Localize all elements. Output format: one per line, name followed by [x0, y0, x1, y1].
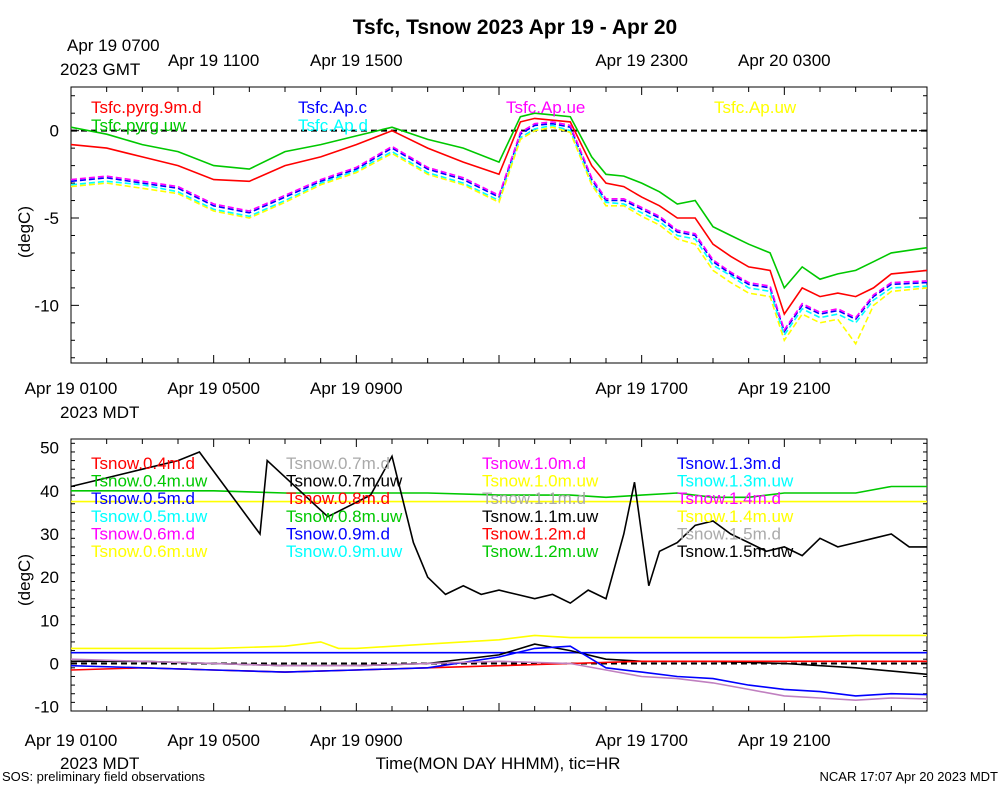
legend-entry: Tsnow.1.4m.d — [677, 489, 781, 508]
series-line — [70, 645, 928, 697]
legend-entry: Tsfc.pyrg.9m.d — [91, 98, 202, 117]
y-tick-label: 40 — [40, 482, 59, 501]
legend-entry: Tsnow.1.5m.uw — [677, 542, 794, 561]
y-tick-label: 30 — [40, 525, 59, 544]
legend-entry: Tsnow.0.5m.uw — [91, 507, 208, 526]
y-tick-label: 20 — [40, 568, 59, 587]
mdt-tick-label: Apr 19 0500 — [167, 731, 260, 750]
y-tick-label: -10 — [34, 698, 59, 717]
mdt-tick-label: Apr 19 1700 — [595, 379, 688, 398]
series-line — [70, 126, 928, 346]
legend-entry: Tsnow.0.4m.uw — [91, 472, 208, 491]
series-line — [70, 124, 928, 337]
series-line — [70, 112, 928, 290]
tsfc-panel: 0 -5 -10 Tsfc.pyrg.9m.d Tsfc.Ap.c Tsfc.Ap.ue T… — [34, 86, 928, 364]
legend-entry: Tsnow.1.0m.d — [482, 454, 586, 473]
tsfc-ylabel: (degC) — [15, 206, 34, 258]
footer-right: NCAR 17:07 Apr 20 2023 MDT — [820, 769, 999, 784]
legend-entry: Tsnow.1.1m.d — [482, 489, 586, 508]
mdt-tick-label: Apr 19 0100 — [25, 379, 118, 398]
legend-entry: Tsnow.1.0m.uw — [482, 472, 599, 491]
mdt-tick-labels-bottom: Apr 19 0100 Apr 19 0500 Apr 19 0900 Apr 19 … — [25, 731, 831, 750]
series-line — [71, 485, 927, 499]
mdt-tick-label: Apr 19 0900 — [310, 379, 403, 398]
legend-entry: Tsnow.0.8m.d — [286, 489, 390, 508]
y-tick-label: -10 — [34, 296, 59, 315]
series-line — [70, 117, 928, 316]
mdt-tick-label: Apr 19 1700 — [595, 731, 688, 750]
gmt-date-label: Apr 19 0700 — [67, 36, 160, 55]
y-tick-label: -5 — [44, 209, 59, 228]
gmt-tick-label: Apr 20 0300 — [738, 51, 831, 70]
legend-entry: Tsnow.1.4m.uw — [677, 507, 794, 526]
legend-entry: Tsnow.1.3m.uw — [677, 472, 794, 491]
chart-title: Tsfc, Tsnow 2023 Apr 19 - Apr 20 — [353, 16, 677, 39]
legend-entry: Tsnow.1.1m.uw — [482, 507, 599, 526]
gmt-timezone-label: 2023 GMT — [60, 60, 140, 79]
x-axis-label: Time(MON DAY HHMM), tic=HR — [376, 754, 621, 773]
y-tick-label: 0 — [50, 655, 59, 674]
mdt-timezone-label-top: 2023 MDT — [60, 403, 139, 422]
legend-entry: Tsnow.0.4m.d — [91, 454, 195, 473]
gmt-tick-label: Apr 19 1100 — [168, 51, 259, 70]
series-line — [70, 122, 928, 334]
legend-entry: Tsfc.Ap.uw — [714, 98, 797, 117]
legend-entry: Tsnow.1.3m.d — [677, 454, 781, 473]
mdt-tick-labels-top: Apr 19 0100 Apr 19 0500 Apr 19 0900 Apr 19 … — [25, 379, 831, 398]
mdt-tick-label: Apr 19 2100 — [738, 379, 831, 398]
legend-entry: Tsnow.0.9m.d — [286, 524, 390, 543]
legend-entry: Tsnow.1.2m.d — [482, 524, 586, 543]
y-tick-label: 10 — [40, 611, 59, 630]
legend-entry: Tsnow.1.2m.uw — [482, 542, 599, 561]
legend-entry: Tsfc.Ap.d — [298, 116, 368, 135]
legend-entry: Tsnow.0.7m.d — [286, 454, 390, 473]
tsnow-ylabel: (degC) — [15, 554, 34, 606]
legend-entry: Tsfc.Ap.ue — [506, 98, 585, 117]
mdt-timezone-label-bottom: 2023 MDT — [60, 754, 139, 773]
series-line — [70, 121, 928, 332]
series-line — [71, 634, 927, 650]
legend-entry: Tsnow.1.5m.d — [677, 524, 781, 543]
legend-entry: Tsnow.0.5m.d — [91, 489, 195, 508]
legend-entry: Tsfc.pyrg.uw — [91, 116, 186, 135]
legend-entry: Tsnow.0.8m.uw — [286, 507, 403, 526]
series-line — [70, 451, 927, 605]
mdt-tick-label: Apr 19 0500 — [167, 379, 260, 398]
y-tick-label: 50 — [40, 439, 59, 458]
legend-entry: Tsfc.Ap.c — [298, 98, 367, 117]
legend-entry: Tsnow.0.7m.uw — [286, 472, 403, 491]
gmt-tick-labels: Apr 19 1100 Apr 19 1500 Apr 19 2300 Apr 20 … — [168, 51, 831, 70]
gmt-tick-label: Apr 19 2300 — [595, 51, 688, 70]
mdt-tick-label: Apr 19 2100 — [738, 731, 831, 750]
gmt-tick-label: Apr 19 1500 — [310, 51, 403, 70]
legend-entry: Tsnow.0.9m.uw — [286, 542, 403, 561]
legend-entry: Tsnow.0.6m.d — [91, 524, 195, 543]
mdt-tick-label: Apr 19 0100 — [25, 731, 118, 750]
mdt-tick-label: Apr 19 0900 — [310, 731, 403, 750]
series-line — [70, 658, 928, 702]
y-tick-label: 0 — [50, 122, 59, 141]
legend-entry: Tsnow.0.6m.uw — [91, 542, 208, 561]
plot-frame — [70, 86, 928, 364]
footer-left: SOS: preliminary field observations — [2, 769, 206, 784]
